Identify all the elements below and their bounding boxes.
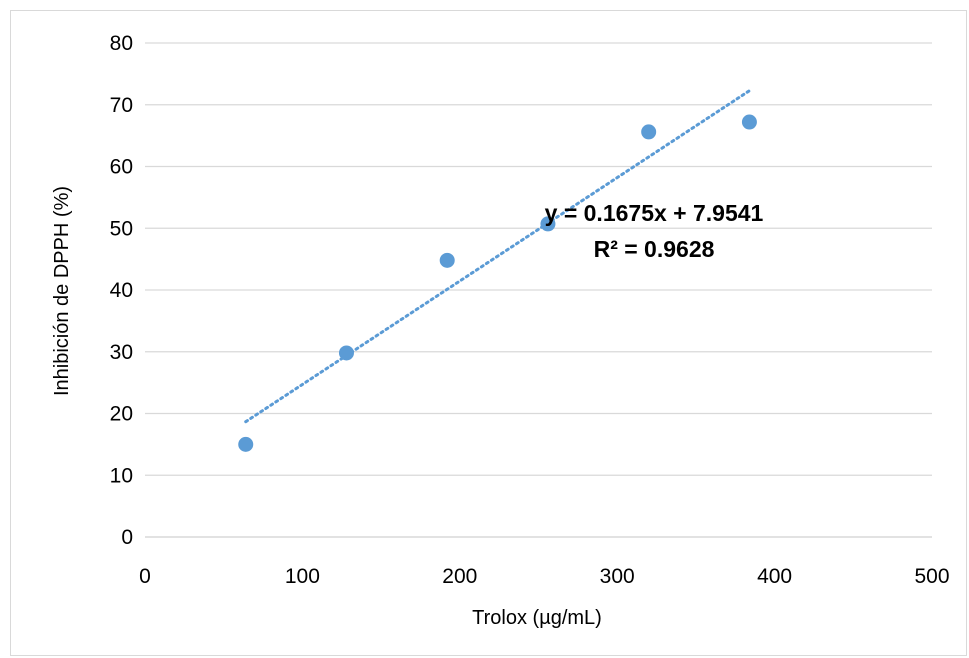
chart-frame (10, 10, 967, 656)
x-tick-label: 500 (914, 565, 949, 588)
data-point (540, 216, 556, 232)
y-tick-label: 0 (121, 526, 133, 549)
trendline-equation: y = 0.1675x + 7.9541 (545, 200, 764, 226)
x-tick-label: 300 (600, 565, 635, 588)
y-tick-label: 20 (110, 403, 133, 426)
x-tick-label: 0 (139, 565, 151, 588)
y-tick-label: 80 (110, 32, 133, 55)
y-tick-label: 70 (110, 94, 133, 117)
x-axis-ticks: 0 100 200 300 400 500 (139, 565, 949, 588)
y-tick-label: 30 (110, 341, 133, 364)
data-point (741, 114, 757, 130)
y-axis-ticks: 0 10 20 30 40 50 60 70 80 (110, 32, 133, 549)
y-axis-title: Inhibición de DPPH (%) (51, 186, 73, 396)
y-tick-label: 50 (110, 217, 133, 240)
y-tick-label: 40 (110, 279, 133, 302)
data-point (439, 252, 455, 268)
data-point (238, 436, 254, 452)
data-point (338, 345, 354, 361)
x-tick-label: 100 (285, 565, 320, 588)
data-point (641, 124, 657, 140)
x-tick-label: 400 (757, 565, 792, 588)
trendline (244, 89, 751, 424)
y-tick-label: 10 (110, 464, 133, 487)
y-tick-label: 60 (110, 156, 133, 179)
grid-lines (145, 42, 932, 476)
trendline-r-squared: R² = 0.9628 (594, 236, 715, 262)
data-points (238, 114, 757, 452)
x-axis-title: Trolox (µg/mL) (472, 607, 602, 629)
x-tick-label: 200 (442, 565, 477, 588)
